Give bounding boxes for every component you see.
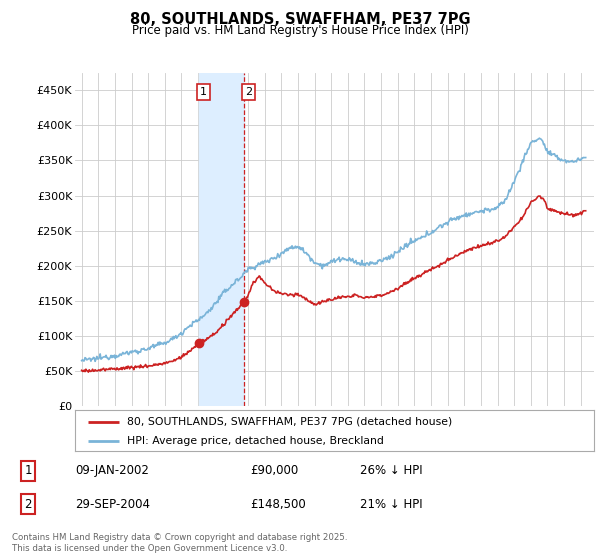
Text: £148,500: £148,500	[250, 498, 306, 511]
Text: 2: 2	[245, 87, 252, 97]
Bar	[199, 73, 244, 406]
Text: 80, SOUTHLANDS, SWAFFHAM, PE37 7PG (detached house): 80, SOUTHLANDS, SWAFFHAM, PE37 7PG (deta…	[127, 417, 452, 427]
Text: 21% ↓ HPI: 21% ↓ HPI	[360, 498, 422, 511]
Text: £90,000: £90,000	[250, 464, 298, 478]
Text: 80, SOUTHLANDS, SWAFFHAM, PE37 7PG: 80, SOUTHLANDS, SWAFFHAM, PE37 7PG	[130, 12, 470, 27]
Text: 1: 1	[24, 464, 32, 478]
Text: 09-JAN-2002: 09-JAN-2002	[75, 464, 149, 478]
Text: 29-SEP-2004: 29-SEP-2004	[75, 498, 150, 511]
Text: HPI: Average price, detached house, Breckland: HPI: Average price, detached house, Brec…	[127, 436, 384, 446]
Text: 2: 2	[24, 498, 32, 511]
Text: 1: 1	[200, 87, 207, 97]
Text: 26% ↓ HPI: 26% ↓ HPI	[360, 464, 422, 478]
Text: Price paid vs. HM Land Registry's House Price Index (HPI): Price paid vs. HM Land Registry's House …	[131, 24, 469, 36]
Text: Contains HM Land Registry data © Crown copyright and database right 2025.
This d: Contains HM Land Registry data © Crown c…	[12, 533, 347, 553]
